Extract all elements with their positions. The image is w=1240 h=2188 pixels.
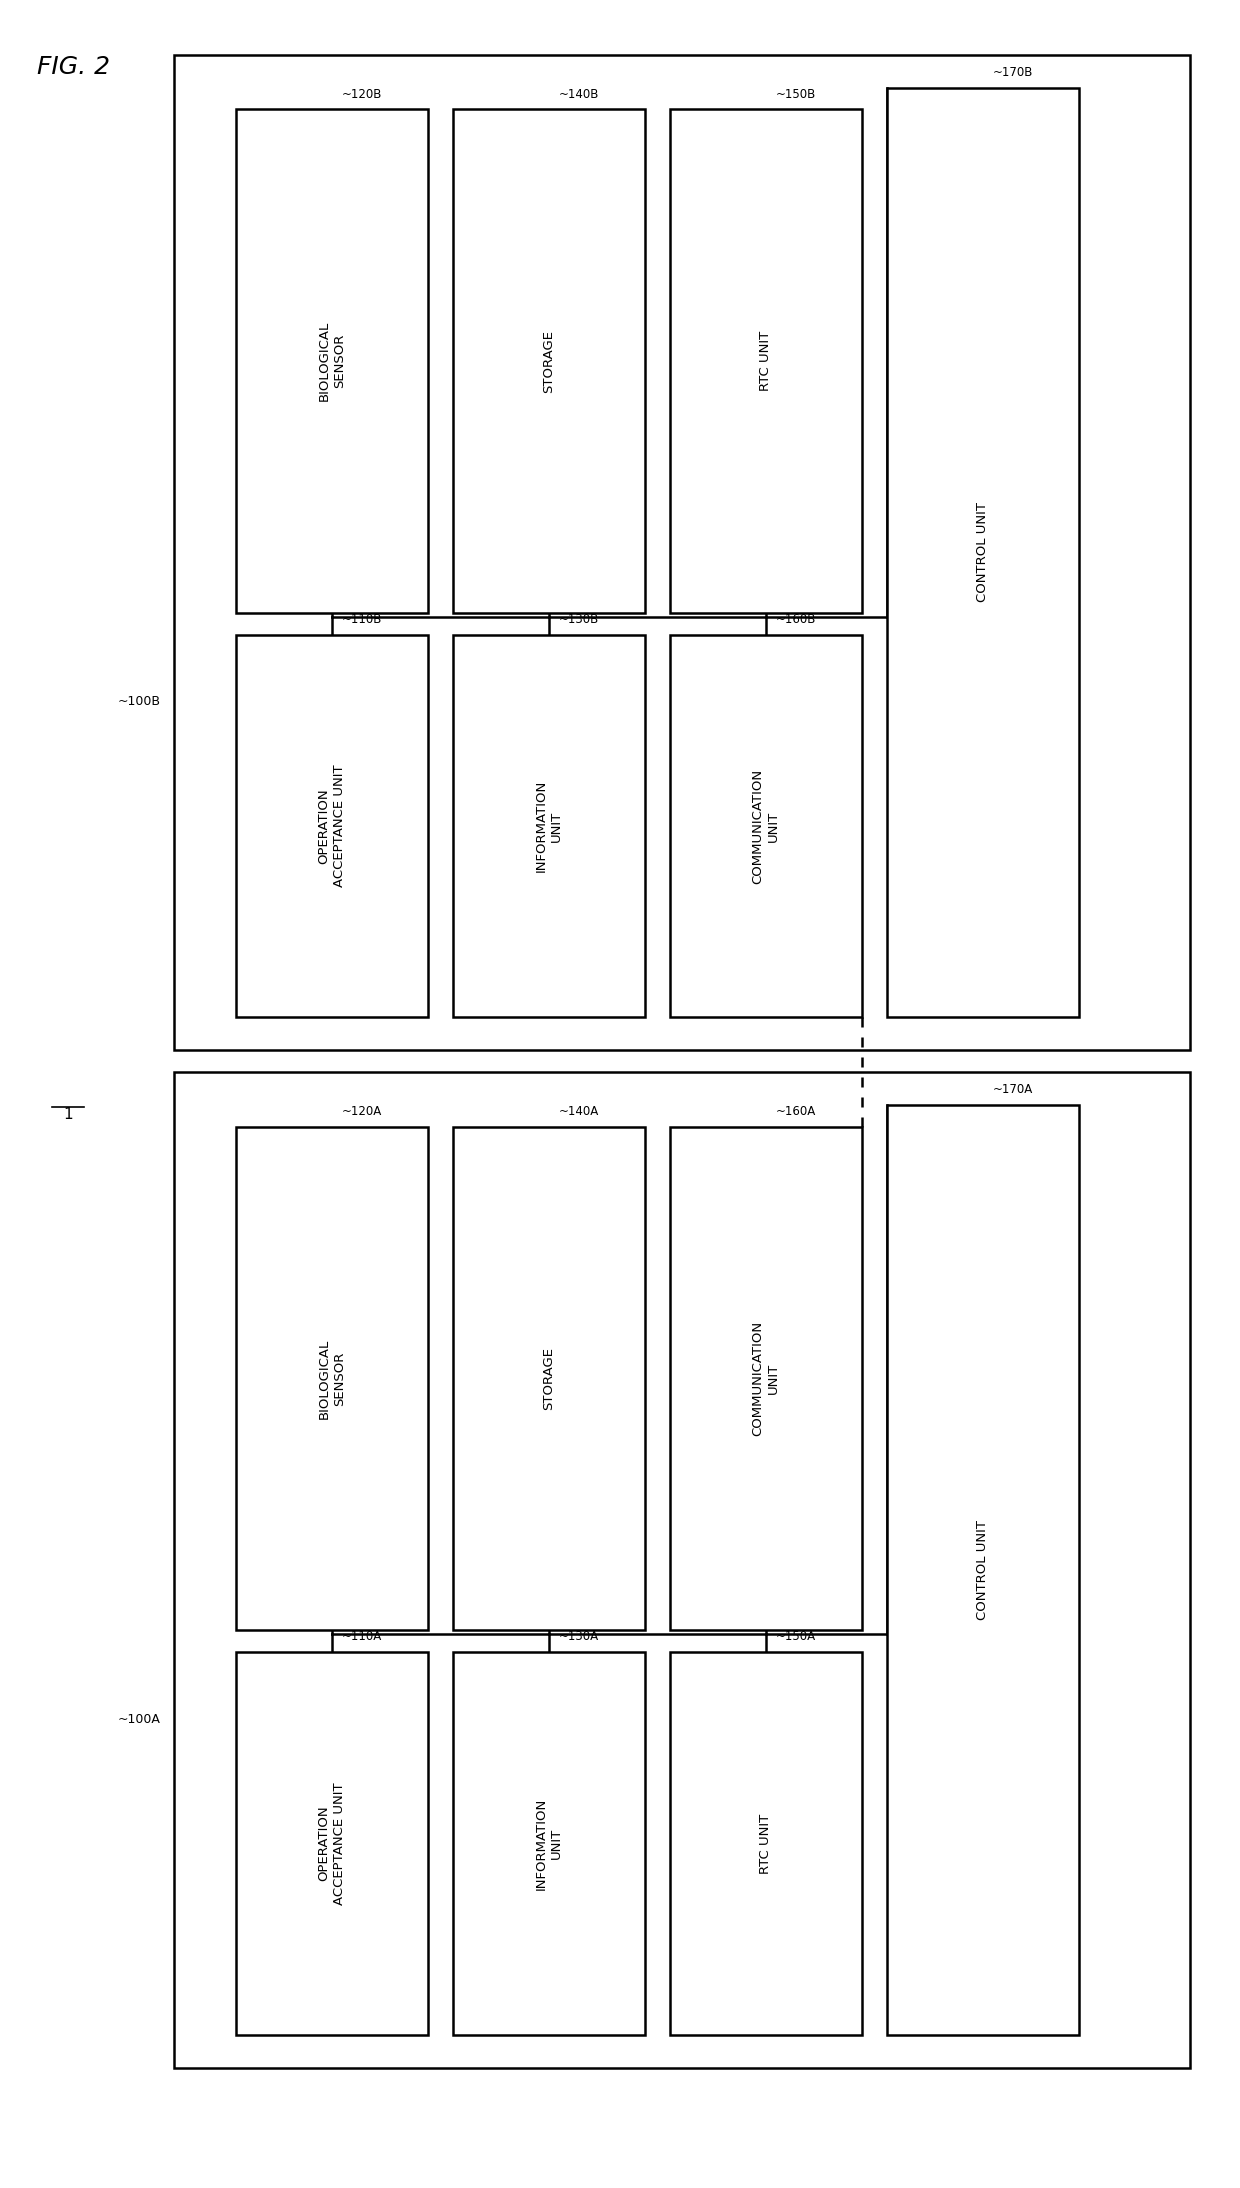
Text: ~140A: ~140A xyxy=(558,1105,599,1118)
Bar xyxy=(887,1105,1079,2035)
Text: COMMUNICATION
UNIT: COMMUNICATION UNIT xyxy=(751,768,780,884)
Text: ~130A: ~130A xyxy=(558,1630,599,1643)
Bar xyxy=(236,1127,428,1630)
Bar xyxy=(236,1652,428,2035)
Bar xyxy=(670,1652,862,2035)
Text: FIG. 2: FIG. 2 xyxy=(37,55,110,79)
Bar xyxy=(174,55,1190,1050)
Bar xyxy=(174,1072,1190,2068)
Text: ~110A: ~110A xyxy=(341,1630,382,1643)
Bar xyxy=(453,635,645,1017)
Text: ~150A: ~150A xyxy=(775,1630,816,1643)
Text: ~150B: ~150B xyxy=(775,88,816,101)
Bar xyxy=(670,109,862,613)
Text: ~120A: ~120A xyxy=(341,1105,382,1118)
Text: ~120B: ~120B xyxy=(341,88,382,101)
Bar xyxy=(453,109,645,613)
Text: ~160A: ~160A xyxy=(775,1105,816,1118)
Text: ~170A: ~170A xyxy=(992,1083,1033,1096)
Bar xyxy=(670,1127,862,1630)
Bar xyxy=(670,635,862,1017)
Text: RTC UNIT: RTC UNIT xyxy=(759,1814,773,1873)
Text: STORAGE: STORAGE xyxy=(542,330,556,392)
Bar xyxy=(887,88,1079,1017)
Bar xyxy=(453,1652,645,2035)
Text: CONTROL UNIT: CONTROL UNIT xyxy=(976,1521,990,1619)
Text: BIOLOGICAL
SENSOR: BIOLOGICAL SENSOR xyxy=(317,1339,346,1418)
Text: ~140B: ~140B xyxy=(558,88,599,101)
Text: OPERATION
ACCEPTANCE UNIT: OPERATION ACCEPTANCE UNIT xyxy=(317,764,346,888)
Text: ~100B: ~100B xyxy=(118,696,161,709)
Text: ~160B: ~160B xyxy=(775,613,816,626)
Text: ~100A: ~100A xyxy=(118,1713,161,1726)
Bar xyxy=(236,109,428,613)
Text: CONTROL UNIT: CONTROL UNIT xyxy=(976,503,990,602)
Text: ~170B: ~170B xyxy=(992,66,1033,79)
Text: STORAGE: STORAGE xyxy=(542,1348,556,1409)
Text: INFORMATION
UNIT: INFORMATION UNIT xyxy=(534,1796,563,1890)
Text: BIOLOGICAL
SENSOR: BIOLOGICAL SENSOR xyxy=(317,322,346,400)
Text: ~110B: ~110B xyxy=(341,613,382,626)
Bar xyxy=(236,635,428,1017)
Text: 1: 1 xyxy=(63,1107,73,1122)
Bar xyxy=(453,1127,645,1630)
Text: COMMUNICATION
UNIT: COMMUNICATION UNIT xyxy=(751,1322,780,1435)
Text: OPERATION
ACCEPTANCE UNIT: OPERATION ACCEPTANCE UNIT xyxy=(317,1781,346,1906)
Text: ~130B: ~130B xyxy=(558,613,599,626)
Text: INFORMATION
UNIT: INFORMATION UNIT xyxy=(534,779,563,873)
Text: RTC UNIT: RTC UNIT xyxy=(759,330,773,392)
